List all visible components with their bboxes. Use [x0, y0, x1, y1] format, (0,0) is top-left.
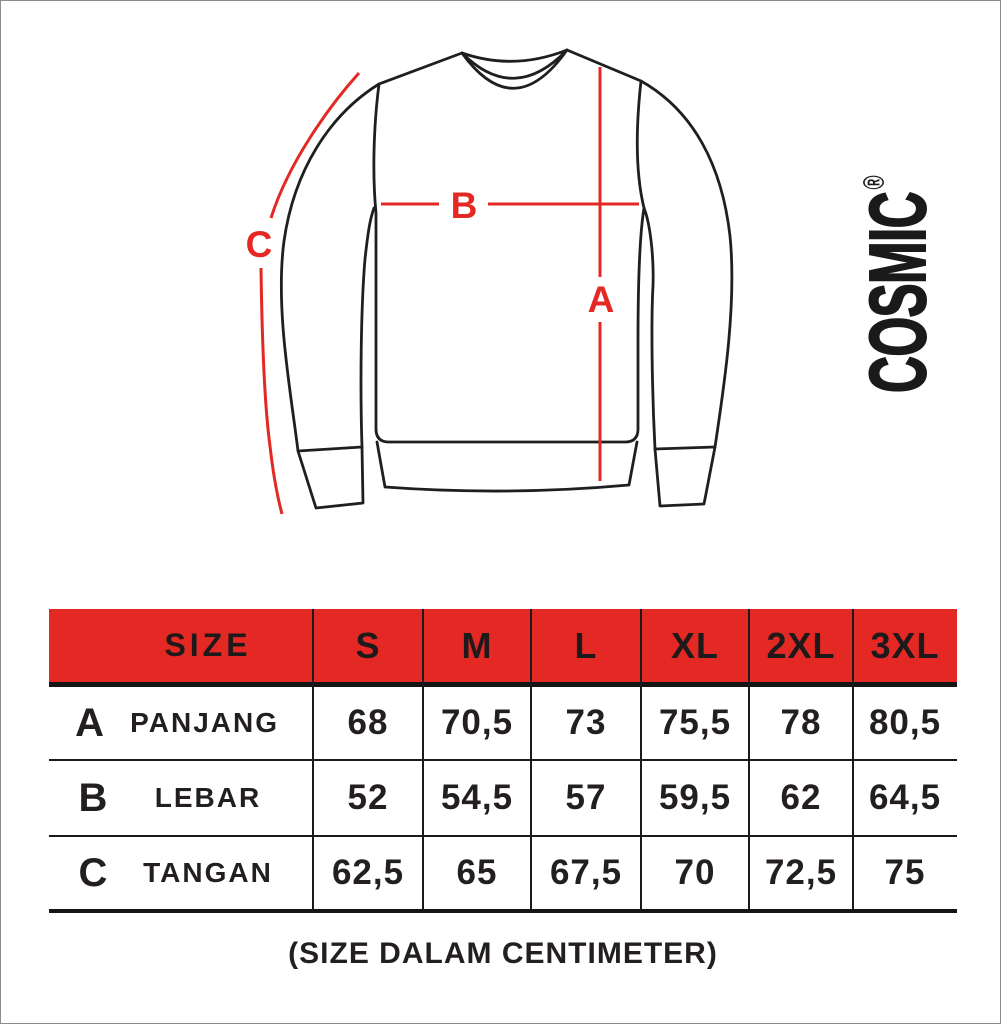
row-divider-line	[49, 759, 957, 761]
header-divider-line	[49, 682, 957, 687]
row-label-cell: A PANJANG	[49, 687, 313, 759]
header-size-cell: SIZE	[49, 609, 313, 682]
sweatshirt-body-outline	[372, 48, 646, 444]
value-cell: 73	[565, 703, 607, 742]
value-cell: 59,5	[658, 778, 732, 817]
value-cell: 78	[780, 703, 822, 742]
waistband	[375, 440, 639, 493]
value-cell: 65	[456, 853, 498, 892]
value-cell: 68	[347, 703, 389, 742]
column-line	[422, 609, 424, 913]
left-sleeve-inner-line	[359, 206, 376, 449]
collar-back-neck-line	[460, 48, 569, 63]
row-letter: C	[78, 850, 108, 895]
units-caption: (SIZE DALAM CENTIMETER)	[288, 937, 718, 970]
table-bottom-line	[49, 909, 957, 913]
brand-logo-text: COSMIC	[852, 191, 943, 394]
value-cell: 62,5	[331, 853, 405, 892]
row-letter: A	[75, 700, 105, 745]
brand-logo-inner: COSMIC ®	[852, 175, 943, 394]
row-label-cell: C TANGAN	[49, 837, 313, 909]
row-name: TANGAN	[143, 857, 273, 888]
right-sleeve-outer-line	[639, 79, 734, 449]
value-cell: 64,5	[868, 778, 942, 817]
size-table-header-row: SIZE S M L XL 2XL 3XL	[49, 609, 957, 682]
size-table: SIZE S M L XL 2XL 3XL A PANJANG 68 70,5 …	[49, 609, 957, 913]
value-cell: 52	[347, 778, 389, 817]
column-line	[852, 609, 854, 913]
value-cell: 57	[565, 778, 607, 817]
header-size-label: SIZE	[164, 627, 252, 663]
brand-logo: COSMIC ®	[852, 141, 943, 393]
right-sleeve-inner-line	[642, 206, 657, 451]
measure-label-a: A	[588, 279, 615, 320]
table-row-panjang: A PANJANG 68 70,5 73 75,5 78 80,5	[49, 687, 957, 759]
column-line	[312, 609, 314, 913]
value-cell: 75	[884, 853, 926, 892]
value-cell: 72,5	[764, 853, 838, 892]
row-name: LEBAR	[154, 782, 262, 813]
header-col-m: M	[461, 624, 493, 666]
row-divider-line	[49, 835, 957, 837]
left-cuff	[296, 445, 365, 510]
value-cell: 70	[674, 853, 716, 892]
registered-trademark-icon: ®	[858, 175, 891, 190]
value-cell: 80,5	[868, 703, 942, 742]
value-cell: 67,5	[549, 853, 623, 892]
header-col-s: S	[355, 624, 381, 666]
value-cell: 70,5	[440, 703, 514, 742]
collar-inner-rib-line	[460, 48, 569, 80]
value-cell: 54,5	[440, 778, 514, 817]
measure-line-c	[259, 71, 361, 515]
value-cell: 75,5	[658, 703, 732, 742]
measure-label-c: C	[246, 224, 273, 265]
column-line	[640, 609, 642, 913]
row-letter: B	[78, 775, 108, 820]
table-row-lebar: B LEBAR 52 54,5 57 59,5 62 64,5	[49, 761, 957, 835]
header-col-xl: XL	[670, 624, 719, 666]
row-label-cell: B LEBAR	[49, 761, 313, 835]
row-name: PANJANG	[130, 707, 279, 738]
column-line	[748, 609, 750, 913]
table-row-tangan: C TANGAN 62,5 65 67,5 70 72,5 75	[49, 837, 957, 909]
left-sleeve-outer-line	[279, 82, 381, 453]
right-cuff	[653, 445, 717, 508]
value-cell: 62	[780, 778, 822, 817]
column-line	[530, 609, 532, 913]
header-col-2xl: 2XL	[766, 624, 836, 666]
measure-label-b: B	[451, 185, 478, 226]
header-col-l: L	[574, 624, 598, 666]
header-col-3xl: 3XL	[870, 624, 940, 666]
